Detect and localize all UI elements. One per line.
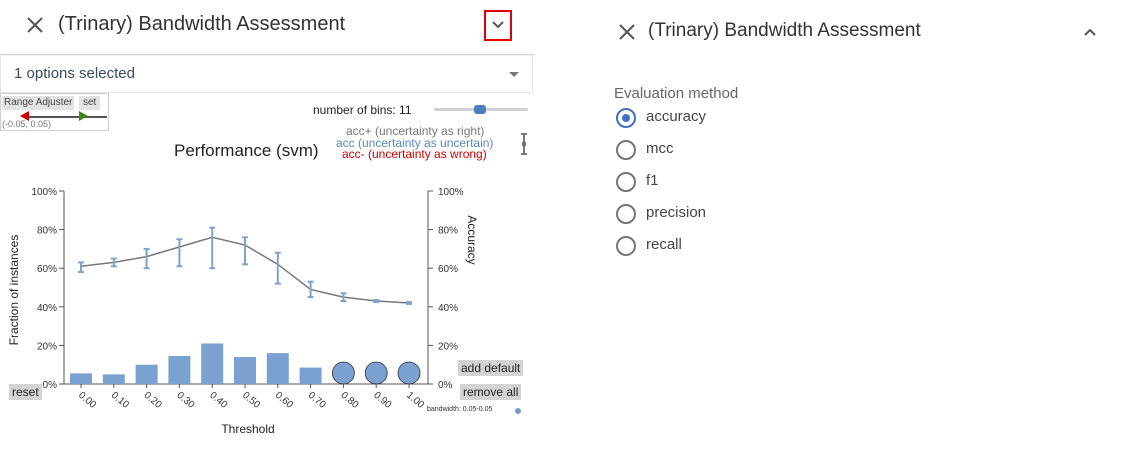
bandwidth-marker[interactable] <box>515 408 521 414</box>
y-tick-label-left: 60% <box>37 264 57 275</box>
panel-title: (Trinary) Bandwidth Assessment <box>648 20 921 41</box>
dropdown-caret-icon <box>509 72 519 77</box>
bar <box>102 374 125 384</box>
x-tick-label: 0.40 <box>207 390 229 411</box>
y-tick-label-left: 40% <box>37 303 57 314</box>
options-select[interactable]: 1 options selected <box>0 56 533 93</box>
header-divider <box>0 54 535 55</box>
radio-selected-dot <box>622 114 630 122</box>
bar-circle-marker <box>364 361 388 385</box>
bar <box>266 353 289 384</box>
chevron-up-icon[interactable] <box>1083 27 1097 37</box>
y-axis-label-left: Fraction of instances <box>7 235 21 346</box>
x-tick-label: 0.20 <box>142 390 164 411</box>
left-panel: (Trinary) Bandwidth Assessment 1 options… <box>0 0 535 456</box>
x-tick-label: 0.10 <box>109 390 131 411</box>
range-track <box>27 116 107 118</box>
bins-slider-thumb[interactable] <box>474 105 486 114</box>
x-tick-label: 0.90 <box>371 390 393 411</box>
reset-button[interactable]: reset <box>9 384 42 400</box>
x-tick-label: 0.00 <box>76 390 98 411</box>
radio-label: accuracy <box>646 108 707 125</box>
x-tick-label: 0.30 <box>174 390 196 411</box>
bar <box>299 367 322 384</box>
x-tick-label: 0.50 <box>240 390 262 411</box>
y-tick-label-right: 0% <box>438 380 453 391</box>
legend-acc-plus: acc+ (uncertainty as right) <box>346 124 485 138</box>
radio-button[interactable] <box>616 204 636 224</box>
bins-label: number of bins: 11 <box>313 103 412 117</box>
y-tick-label-right: 20% <box>438 341 458 352</box>
radio-button[interactable] <box>616 172 636 192</box>
y-tick-label-left: 100% <box>31 187 57 198</box>
bandwidth-label: bandwidth: 0.05-0.05 <box>427 406 493 413</box>
bar <box>70 373 92 384</box>
y-tick-label-left: 20% <box>37 341 57 352</box>
range-adjuster-title: Range Adjuster <box>2 96 75 110</box>
y-tick-label-left: 80% <box>37 226 57 237</box>
x-tick-label: 0.60 <box>273 390 295 411</box>
x-tick-label: 0.70 <box>306 390 328 411</box>
range-min-handle[interactable] <box>20 111 29 121</box>
y-tick-label-right: 40% <box>438 303 458 314</box>
x-tick-label: 0.80 <box>338 390 360 411</box>
range-adjuster: Range Adjuster set (-0.05, 0.05) <box>0 93 109 131</box>
radio-button[interactable] <box>616 108 636 128</box>
collapse-button[interactable] <box>484 10 512 41</box>
legend-acc-minus: acc- (uncertainty as wrong) <box>342 147 487 161</box>
y-tick-label-right: 80% <box>438 226 458 237</box>
remove-all-button[interactable]: remove all <box>460 384 522 400</box>
range-value: (-0.05, 0.05) <box>2 119 52 129</box>
close-icon[interactable] <box>22 12 48 38</box>
chevron-down-icon <box>492 21 504 29</box>
y-axis-label-right: Accuracy <box>465 215 479 264</box>
close-icon[interactable] <box>615 20 639 44</box>
legend-acc: acc (uncertainty as uncertain) <box>336 136 494 150</box>
bar <box>135 364 158 384</box>
x-tick-label: 1.00 <box>404 390 426 411</box>
range-set-button[interactable]: set <box>79 96 101 110</box>
radio-label: recall <box>646 236 682 253</box>
x-axis-label: Threshold <box>221 422 274 436</box>
bar <box>201 343 224 384</box>
add-default-button[interactable]: add default <box>458 360 524 376</box>
y-tick-label-right: 60% <box>438 264 458 275</box>
bar-circle-marker <box>397 361 421 385</box>
bar <box>168 356 191 384</box>
radio-button[interactable] <box>616 236 636 256</box>
range-max-handle[interactable] <box>79 111 88 121</box>
chart-title: Performance (svm) <box>174 141 319 160</box>
panel-title: (Trinary) Bandwidth Assessment <box>58 13 346 35</box>
select-value: 1 options selected <box>14 65 135 82</box>
radio-label: f1 <box>646 172 659 189</box>
error-bar-legend-icon <box>521 133 527 155</box>
y-tick-label-left: 0% <box>43 380 58 391</box>
y-tick-label-right: 100% <box>438 187 464 198</box>
bar-circle-marker <box>331 361 355 385</box>
radio-label: mcc <box>646 140 674 157</box>
radio-button[interactable] <box>616 140 636 160</box>
evaluation-method-label: Evaluation method <box>614 85 739 102</box>
performance-chart: 0% 0% 20% 20% 40% 40% 60% 60% 80% 80% 100% 100% Frac… <box>7 187 479 436</box>
radio-label: precision <box>646 204 707 221</box>
bar <box>234 356 256 384</box>
